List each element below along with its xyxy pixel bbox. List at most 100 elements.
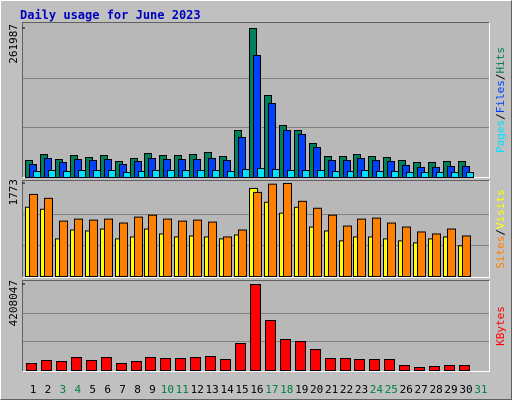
bar — [29, 193, 38, 277]
bar — [429, 366, 440, 371]
x-tick-label: 3 — [60, 383, 67, 396]
bar — [253, 191, 262, 277]
bar — [257, 168, 265, 179]
bar — [101, 357, 112, 371]
x-tick-label: 10 — [161, 383, 174, 396]
bar — [444, 364, 455, 371]
x-tick-label: 27 — [415, 383, 428, 396]
x-tick-label: 11 — [176, 383, 189, 396]
y-tick-label: 1773 — [7, 179, 20, 206]
legend-entry: KBytes — [494, 306, 507, 346]
x-tick-label: 22 — [340, 383, 353, 396]
bar — [462, 235, 471, 278]
bar — [376, 170, 384, 178]
x-tick-label: 18 — [280, 383, 293, 396]
x-tick-label: 1 — [30, 383, 37, 396]
x-tick-label: 26 — [400, 383, 413, 396]
bar — [354, 359, 365, 372]
x-tick-label: 5 — [89, 383, 96, 396]
bar — [298, 200, 307, 277]
bar — [134, 216, 143, 278]
bar — [280, 338, 291, 371]
bar — [190, 357, 201, 371]
bar — [123, 172, 131, 178]
bar — [108, 169, 116, 179]
bar — [41, 360, 52, 371]
bar — [283, 183, 292, 277]
bar — [26, 363, 37, 371]
bar — [48, 169, 56, 179]
bar — [343, 225, 352, 277]
bar — [361, 169, 369, 179]
x-tick-label: 15 — [235, 383, 248, 396]
x-tick-label: 24 — [370, 383, 384, 396]
bar — [369, 359, 380, 372]
bar — [432, 233, 441, 277]
x-tick-label: 16 — [250, 383, 263, 396]
bar — [328, 214, 337, 278]
y-tick-label: 4208047 — [7, 280, 20, 326]
bar — [268, 183, 277, 278]
bar — [212, 169, 220, 179]
legend: KBytes — [494, 306, 507, 346]
bar — [387, 222, 396, 277]
legend-entry: Sites — [494, 236, 507, 269]
bar — [197, 169, 205, 179]
bar — [119, 222, 128, 277]
bar — [406, 172, 414, 178]
bar — [56, 360, 67, 372]
x-tick-label: 31 — [474, 383, 487, 396]
bar — [182, 169, 190, 179]
bar — [414, 366, 425, 372]
bar — [160, 357, 171, 371]
plot-border — [22, 22, 490, 178]
bar — [131, 360, 142, 372]
plot-border-light — [22, 180, 490, 278]
legend-entry: Files — [494, 80, 507, 113]
legend-entry: Visits — [494, 189, 507, 229]
bar — [399, 364, 410, 371]
bar — [332, 170, 340, 178]
x-tick-label: 12 — [191, 383, 204, 396]
bar — [167, 169, 175, 179]
bar — [295, 340, 306, 371]
bar — [104, 218, 113, 277]
bar — [193, 219, 202, 277]
bar — [268, 103, 276, 178]
bar — [340, 357, 351, 371]
x-tick-label: 21 — [325, 383, 338, 396]
bar — [265, 319, 276, 371]
x-tick-label: 30 — [459, 383, 472, 396]
bar — [317, 169, 325, 179]
bar — [163, 218, 172, 277]
bar — [272, 169, 280, 178]
bar — [302, 169, 310, 179]
bar — [223, 236, 232, 278]
bar — [116, 363, 127, 371]
bar — [384, 359, 395, 372]
x-tick-label: 6 — [104, 383, 111, 396]
bar — [89, 219, 98, 277]
legend: Pages/Files/Hits — [494, 47, 507, 153]
bar — [325, 357, 336, 371]
bar — [93, 169, 101, 179]
bar — [71, 357, 82, 371]
bar — [227, 170, 235, 178]
bar — [310, 348, 321, 371]
legend-separator: / — [494, 74, 507, 81]
x-tick-label: 14 — [220, 383, 234, 396]
bar — [417, 231, 426, 278]
bar — [205, 356, 216, 372]
legend-entry: Hits — [494, 47, 507, 74]
bar — [250, 284, 261, 371]
legend-separator: / — [494, 113, 507, 120]
bar — [220, 359, 231, 372]
bar — [44, 197, 53, 277]
legend-separator: / — [494, 229, 507, 236]
bar — [235, 343, 246, 372]
bar — [148, 214, 157, 278]
x-tick-label: 2 — [45, 383, 52, 396]
bar — [357, 218, 366, 277]
chart-title: Daily usage for June 2023 — [20, 8, 201, 22]
